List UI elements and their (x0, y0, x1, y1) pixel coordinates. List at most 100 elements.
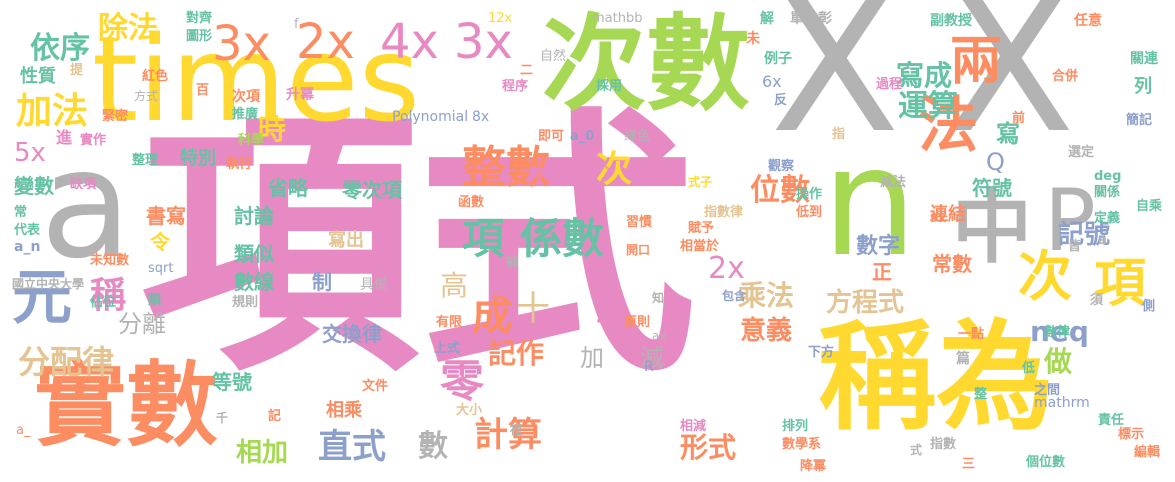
cloud-word: 關係 (1094, 185, 1121, 200)
cloud-word: 中 (952, 181, 1032, 274)
cloud-word: 文件 (362, 379, 389, 394)
cloud-word: 方式 (134, 89, 159, 103)
cloud-word: 正 (872, 260, 892, 284)
cloud-word: 時 (258, 113, 287, 146)
cloud-word: 進 (56, 128, 73, 147)
cloud-word: 分配律 (18, 343, 115, 381)
cloud-word: f (294, 17, 299, 32)
cloud-word: 責任 (1098, 413, 1125, 428)
cloud-word: 圖形 (186, 29, 213, 44)
cloud-word: 整 (974, 387, 988, 402)
cloud-word: 2x (296, 14, 355, 70)
cloud-word: 6x (762, 72, 782, 91)
cloud-word: 依序 (30, 31, 90, 66)
cloud-word: 3x (212, 16, 271, 72)
cloud-word: 記號 (1058, 220, 1111, 250)
cloud-word: 操作 (796, 187, 823, 202)
cloud-word: neq (1030, 315, 1089, 348)
cloud-word: 實數 (34, 352, 219, 459)
cloud-word: 相加 (236, 438, 289, 468)
cloud-word: deg (1094, 169, 1122, 184)
cloud-word: Q (986, 148, 1005, 176)
cloud-word: 降冪 (800, 459, 827, 474)
cloud-word: 低 (1022, 361, 1036, 376)
cloud-word: 推廣 (232, 107, 259, 122)
cloud-word: 法 (918, 91, 978, 161)
cloud-word: 觀察 (768, 159, 795, 174)
cloud-word: 之間 (1034, 383, 1061, 398)
cloud-word: 項 (462, 214, 505, 263)
cloud-word: 未知數 (90, 253, 130, 268)
cloud-word: n (822, 116, 918, 290)
cloud-word: 交換律 (322, 322, 382, 346)
cloud-word: 記 (268, 409, 282, 424)
cloud-word: 高 (440, 269, 469, 302)
cloud-word: X (770, 0, 901, 175)
cloud-word: a_0 (570, 129, 595, 144)
cloud-word: 數線 (234, 270, 274, 294)
cloud-word: 討論 (234, 204, 274, 228)
cloud-word: mathbb (592, 11, 643, 26)
cloud-word: 省略 (268, 176, 308, 200)
cloud-word: 升冪 (286, 87, 314, 103)
cloud-word: 3x (454, 14, 513, 70)
cloud-word: 數律 (1044, 325, 1071, 340)
cloud-word: 缺項 (70, 177, 97, 192)
cloud-word: 4x (596, 301, 631, 334)
cloud-word: 分離 (118, 310, 166, 338)
cloud-word: 2x (708, 251, 745, 286)
cloud-word: 反 (774, 93, 788, 108)
cloud-word: a (1098, 233, 1107, 248)
cloud-word: 具備 (360, 277, 388, 293)
cloud-word: 類似 (234, 242, 274, 266)
cloud-word: 習慣 (626, 215, 653, 230)
cloud-word: 上式 (434, 341, 461, 356)
cloud-word: 數 (418, 429, 448, 464)
cloud-word: 相當於 (680, 239, 720, 254)
cloud-word: 低到 (796, 205, 823, 220)
cloud-word: 程序 (502, 79, 529, 94)
cloud-word: 形式 (680, 431, 737, 464)
cloud-word: 變數 (14, 174, 54, 198)
cloud-word: 指數 (930, 437, 957, 452)
cloud-word: P (1044, 171, 1096, 271)
cloud-word: 大小 (456, 403, 483, 418)
cloud-word: 8x (472, 109, 490, 125)
cloud-word: 位數 (750, 173, 810, 208)
cloud-word: 列 (1134, 76, 1152, 97)
cloud-word: 前 (1012, 111, 1026, 126)
cloud-word: 相乘 (326, 400, 362, 421)
cloud-word: 側 (1142, 299, 1156, 314)
cloud-word: 數字 (856, 234, 901, 259)
cloud-word: 皆 (1068, 239, 1082, 254)
cloud-word: 等號 (212, 370, 252, 394)
cloud-word: 指 (832, 127, 846, 142)
cloud-word: 兩 (950, 32, 1003, 92)
cloud-word: 執行 (226, 157, 253, 172)
cloud-word: 原則 (624, 315, 651, 330)
cloud-word: X (945, 0, 1076, 175)
cloud-word: 乘法 (738, 279, 795, 312)
cloud-word: 佔位 (90, 295, 117, 310)
cloud-word: 定義 (1094, 211, 1121, 226)
cloud-word: 整數 (462, 142, 550, 193)
cloud-word: 自然 (540, 49, 567, 64)
cloud-word: a_n (14, 239, 41, 255)
cloud-word: 常數 (932, 252, 972, 276)
cloud-word: 項式 (140, 85, 696, 409)
cloud-word: 寫 (996, 120, 1020, 148)
cloud-word: 運算 (898, 89, 958, 124)
cloud-word: ax (652, 329, 667, 343)
cloud-word: 未 (746, 31, 760, 47)
cloud-word: 除法 (98, 11, 158, 46)
cloud-word: 標示 (1118, 427, 1145, 442)
cloud-word: 制 (312, 270, 332, 294)
cloud-word: 零次項 (342, 178, 402, 202)
cloud-word: 書寫 (146, 204, 186, 228)
cloud-word: 過程 (876, 77, 903, 92)
cloud-word: 函數 (458, 195, 485, 210)
cloud-word: 篇 (956, 351, 970, 367)
cloud-word: 常 (14, 205, 28, 220)
cloud-word: 次 (1018, 245, 1072, 308)
cloud-word: sqrt (148, 261, 174, 276)
